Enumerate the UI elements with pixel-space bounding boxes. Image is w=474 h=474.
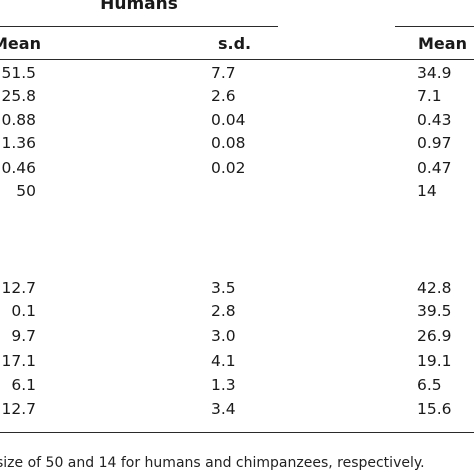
cell-mean-left: 12.7 bbox=[1, 400, 36, 418]
column-header-mean-right: Mean bbox=[418, 34, 467, 53]
cell-sd-left: 2.6 bbox=[211, 87, 236, 105]
cell-mean-left: 17.1 bbox=[1, 352, 36, 370]
group-rule-left bbox=[0, 26, 278, 27]
cell-sd-left: 0.04 bbox=[211, 111, 246, 129]
cell-mean-right: 7.1 bbox=[417, 87, 442, 105]
cell-sd-left: 0.02 bbox=[211, 159, 246, 177]
cell-mean-right: 19.1 bbox=[417, 352, 452, 370]
cell-mean-left: 51.5 bbox=[1, 64, 36, 82]
cell-mean-right: 14 bbox=[417, 182, 437, 200]
cell-mean-right: 6.5 bbox=[417, 376, 442, 394]
cell-sd-left: 3.0 bbox=[211, 327, 236, 345]
table-footnote: size of 50 and 14 for humans and chimpan… bbox=[0, 455, 425, 471]
cell-mean-left: 1.36 bbox=[1, 134, 36, 152]
bottom-rule bbox=[0, 432, 474, 433]
cell-sd-left: 0.08 bbox=[211, 134, 246, 152]
cell-mean-left: 0.1 bbox=[11, 302, 36, 320]
cell-mean-right: 34.9 bbox=[417, 64, 452, 82]
cell-sd-left: 2.8 bbox=[211, 302, 236, 320]
cell-sd-left: 1.3 bbox=[211, 376, 236, 394]
cell-mean-right: 0.47 bbox=[417, 159, 452, 177]
cell-mean-left: 0.46 bbox=[1, 159, 36, 177]
cell-mean-right: 39.5 bbox=[417, 302, 452, 320]
cell-sd-left: 4.1 bbox=[211, 352, 236, 370]
cell-mean-right: 42.8 bbox=[417, 279, 452, 297]
column-header-sd-left: s.d. bbox=[218, 34, 252, 53]
cell-mean-left: 6.1 bbox=[11, 376, 36, 394]
cell-mean-left: 9.7 bbox=[11, 327, 36, 345]
cell-sd-left: 3.4 bbox=[211, 400, 236, 418]
cell-mean-right: 0.97 bbox=[417, 134, 452, 152]
group-header-humans: Humans bbox=[100, 0, 178, 14]
cell-mean-left: 0.88 bbox=[1, 111, 36, 129]
cell-sd-left: 3.5 bbox=[211, 279, 236, 297]
cell-mean-right: 0.43 bbox=[417, 111, 452, 129]
cell-mean-left: 25.8 bbox=[1, 87, 36, 105]
group-rule-right bbox=[395, 26, 474, 27]
header-rule bbox=[0, 59, 474, 60]
column-header-mean-left: Mean bbox=[0, 34, 41, 53]
cell-sd-left: 7.7 bbox=[211, 64, 236, 82]
cell-mean-left: 12.7 bbox=[1, 279, 36, 297]
cell-mean-right: 26.9 bbox=[417, 327, 452, 345]
cell-mean-right: 15.6 bbox=[417, 400, 452, 418]
cell-mean-left: 50 bbox=[16, 182, 36, 200]
